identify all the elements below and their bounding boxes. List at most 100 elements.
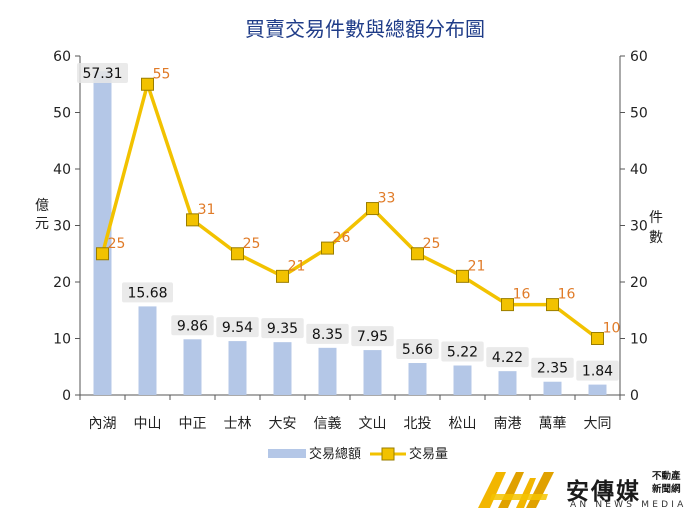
- bar-data-label: 7.95: [357, 329, 388, 345]
- line-data-label: 21: [288, 258, 306, 274]
- bar-label-bg: [77, 63, 128, 83]
- y-left-tick-label: 60: [53, 49, 71, 65]
- bar: [183, 339, 202, 395]
- bar: [318, 347, 337, 395]
- bar-data-label: 5.22: [447, 345, 478, 361]
- bar-data-label: 5.66: [402, 342, 433, 358]
- x-tick-label: 大安: [269, 416, 297, 432]
- y-right-tick-label: 0: [630, 388, 639, 404]
- y-left-label-2: 元: [35, 216, 49, 232]
- bar-label-bg: [351, 326, 394, 347]
- y-right-tick-label: 10: [630, 332, 648, 348]
- bar-label-bg: [306, 323, 349, 344]
- y-left-tick-label: 30: [53, 219, 71, 235]
- x-tick-label: 北投: [404, 416, 432, 432]
- bar: [453, 365, 472, 395]
- x-tick-label: 萬華: [539, 416, 567, 432]
- bar-label-bg: [216, 317, 259, 338]
- legend-label-bar: 交易總額: [309, 446, 361, 462]
- line-marker: [321, 241, 334, 255]
- line-marker: [96, 247, 109, 261]
- y-left-tick-label: 50: [53, 106, 71, 122]
- bar-label-bg: [441, 341, 484, 362]
- legend-swatch-bar: [268, 449, 306, 458]
- bar-label-bg: [396, 339, 439, 360]
- line-data-label: 31: [198, 202, 216, 218]
- line-data-label: 21: [468, 258, 486, 274]
- bar-data-label: 8.35: [312, 327, 343, 343]
- y-left-tick-label: 40: [53, 162, 71, 178]
- y-right-tick-label: 60: [630, 49, 648, 65]
- bar-data-label: 9.54: [222, 320, 253, 336]
- line-marker: [186, 213, 199, 227]
- logo-side-line-1: 不動產: [652, 471, 681, 482]
- bar-label-bg: [486, 347, 529, 368]
- x-tick-label: 中山: [134, 416, 162, 432]
- series-line: [100, 82, 599, 340]
- bar-data-label: 4.22: [492, 350, 523, 366]
- bar: [273, 342, 292, 395]
- x-tick-label: 南港: [494, 416, 522, 432]
- y-left-tick-label: 10: [53, 332, 71, 348]
- line-data-label: 55: [153, 66, 171, 82]
- logo-subtitle: AN NEWS MEDIA: [570, 500, 687, 510]
- line-data-label: 33: [378, 191, 396, 207]
- line-marker: [276, 269, 289, 283]
- line-data-label: 16: [558, 287, 576, 303]
- y-right-tick-label: 20: [630, 275, 648, 291]
- y-left-tick-label: 0: [62, 388, 71, 404]
- x-tick-label: 士林: [224, 416, 252, 432]
- chart: 買賣交易件數與總額分布圖 億 元 件 數 0 0 10 10 20 20 30 30 40 40 5…: [35, 17, 663, 462]
- y-right-tick-label: 50: [630, 106, 648, 122]
- y-left-tick-label: 20: [53, 275, 71, 291]
- y-left-label-1: 億: [35, 198, 49, 214]
- bar-data-label: 57.31: [82, 66, 122, 82]
- bar-data-label: 2.35: [537, 361, 568, 377]
- line-marker: [591, 332, 604, 345]
- bar-label-bg: [261, 318, 304, 339]
- x-tick-label: 大同: [584, 416, 612, 432]
- bar: [408, 363, 427, 395]
- bar-label-bg: [576, 360, 619, 381]
- line-data-label: 25: [108, 236, 126, 252]
- bar-data-label: 9.35: [267, 321, 298, 337]
- bar: [138, 306, 157, 395]
- logo-side-text: 不動產 新聞網: [652, 470, 681, 496]
- bar-data-label: 1.84: [582, 364, 613, 380]
- bar: [363, 350, 382, 395]
- chart-title: 買賣交易件數與總額分布圖: [245, 17, 485, 41]
- x-tick-label: 松山: [449, 416, 477, 432]
- bar: [588, 384, 607, 395]
- logo-side-line-2: 新聞網: [652, 484, 681, 495]
- line-data-label: 16: [513, 287, 531, 303]
- line-marker: [231, 247, 244, 261]
- y-right-label-2: 數: [649, 230, 663, 246]
- x-tick-label: 中正: [179, 416, 207, 432]
- line-marker: [501, 298, 514, 312]
- logo-icon: [478, 472, 554, 508]
- x-tick-label: 信義: [314, 415, 342, 432]
- bar-label-bg: [171, 315, 214, 336]
- line-marker: [141, 77, 154, 91]
- legend-label-line: 交易量: [409, 446, 448, 462]
- bar-data-label: 15.68: [127, 285, 167, 301]
- y-right-tick-label: 40: [630, 162, 648, 178]
- bar: [93, 71, 112, 396]
- line-marker: [546, 298, 559, 312]
- x-tick-label: 文山: [359, 416, 387, 432]
- line-data-label: 25: [423, 236, 441, 252]
- line-marker: [456, 269, 469, 283]
- logo-name: 安傳媒: [566, 479, 641, 505]
- bar: [543, 381, 562, 395]
- line-data-label: 25: [243, 236, 261, 252]
- legend-marker: [381, 447, 395, 461]
- line-data-label: 10: [603, 321, 621, 337]
- bar-label-bg: [122, 282, 173, 303]
- bar-label-bg: [531, 357, 574, 378]
- bar: [228, 341, 247, 395]
- bar: [498, 371, 517, 395]
- y-right-label-1: 件: [649, 210, 663, 226]
- x-tick-label: 內湖: [89, 416, 117, 432]
- line-data-label: 26: [333, 230, 351, 246]
- y-right-tick-label: 30: [630, 219, 648, 235]
